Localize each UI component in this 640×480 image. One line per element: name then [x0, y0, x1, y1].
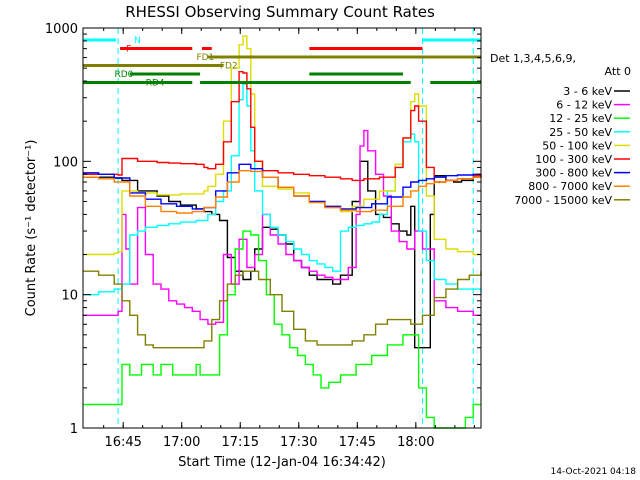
- legend-entry-label: 300 - 800 keV: [535, 167, 612, 180]
- legend-entry-label: 50 - 100 keV: [542, 139, 612, 152]
- vertical-markers: [117, 28, 474, 428]
- x-axis-label: Start Time (12-Jan-04 16:34:42): [178, 455, 386, 470]
- legend-header-line: Att 0: [605, 65, 631, 78]
- legend-entry-label: 800 - 7000 keV: [528, 180, 612, 193]
- flag-label-fd2: FD2: [220, 62, 238, 72]
- flag-label-fd1: FD1: [196, 53, 214, 63]
- chart-title: RHESSI Observing Summary Count Rates: [125, 3, 435, 21]
- series-line-1: [83, 129, 481, 325]
- series-line-7: [83, 170, 482, 214]
- x-tick-label: 17:30: [280, 435, 317, 450]
- x-tick-label: 17:15: [222, 435, 259, 450]
- series-lines: [83, 35, 482, 429]
- flag-label-n: N: [134, 36, 141, 46]
- legend-entry-label: 12 - 25 keV: [549, 112, 612, 125]
- series-line-8: [83, 270, 482, 349]
- series-line-4: [83, 35, 481, 256]
- timestamp: 14-Oct-2021 04:18: [551, 467, 637, 477]
- legend-entry-label: 7000 - 15000 keV: [514, 194, 612, 207]
- x-tick-label: 17:45: [339, 435, 376, 450]
- y-axis-label: Count Rate (s⁻¹ detector⁻¹): [24, 140, 39, 317]
- legend-entry-label: 3 - 6 keV: [563, 85, 612, 98]
- series-line-2: [83, 230, 481, 429]
- flag-label-rd4: RD4: [146, 79, 165, 89]
- y-tick-label: 1: [70, 422, 78, 437]
- y-tick-label: 10: [61, 289, 78, 304]
- y-tick-label: 100: [53, 155, 78, 170]
- observing-flags: NF FD1 FD2 RD0 RD4: [83, 36, 481, 89]
- legend-entry-label: 6 - 12 keV: [556, 99, 612, 112]
- legend-header-line: Det 1,3,4,5,6,9,: [490, 52, 576, 65]
- y-axis-ticks: 1 10 100 1000: [45, 22, 481, 437]
- y-tick-label: 1000: [45, 22, 78, 37]
- plot-frame: [82, 27, 482, 429]
- series-line-5: [83, 71, 482, 183]
- x-axis-ticks: 16:45 17:00 17:15 17:30 17:45 18:00: [103, 28, 475, 450]
- x-tick-label: 18:00: [397, 435, 434, 450]
- x-tick-label: 17:00: [163, 435, 200, 450]
- flag-label-rd0: RD0: [115, 70, 134, 80]
- x-tick-label: 16:45: [104, 435, 141, 450]
- legend-entry-label: 25 - 50 keV: [549, 126, 612, 139]
- legend-entry-label: 100 - 300 keV: [535, 153, 612, 166]
- flag-label-f: F: [126, 45, 131, 55]
- series-line-3: [83, 83, 482, 296]
